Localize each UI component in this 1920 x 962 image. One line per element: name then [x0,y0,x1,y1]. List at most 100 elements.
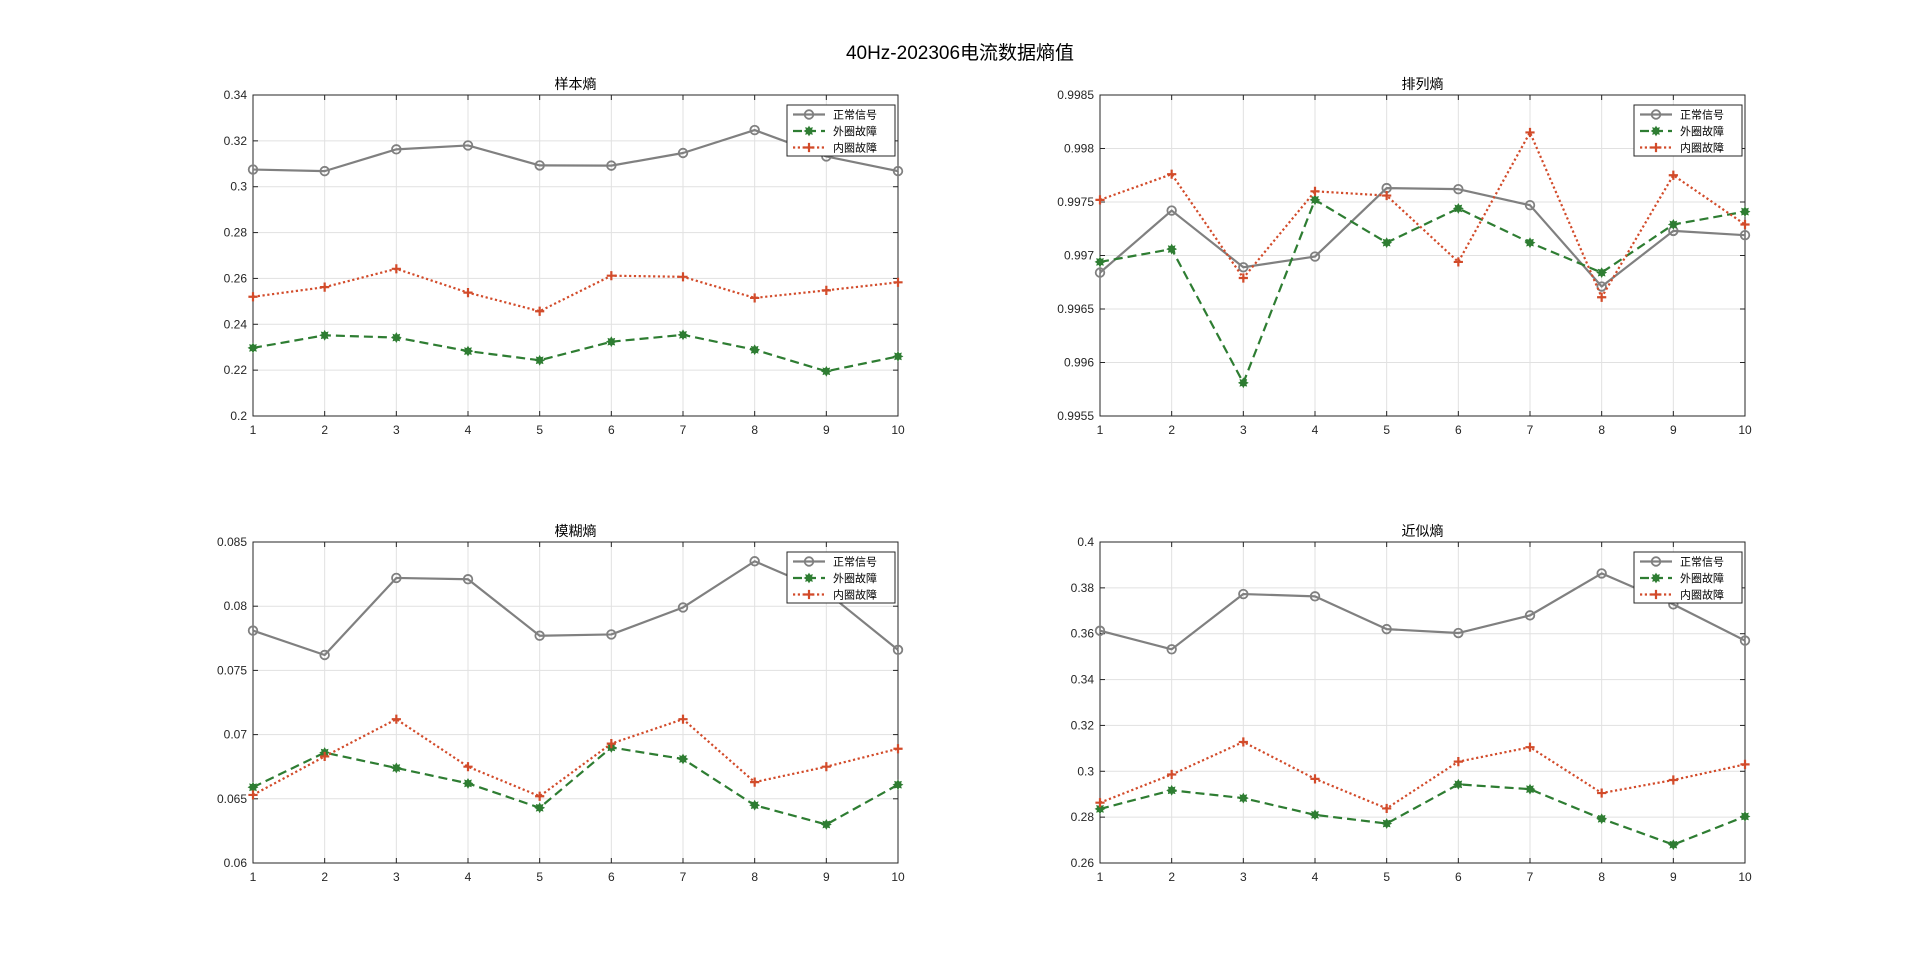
series-1 [1094,182,1751,292]
data-point [821,285,831,295]
x-tick-label: 1 [1097,870,1104,884]
data-point [1740,759,1750,770]
legend-label: 内圈故障 [1680,141,1724,155]
legend-marker [1650,556,1662,567]
x-tick-label: 6 [608,870,615,884]
series-line [252,718,899,798]
x-tick-label: 10 [1738,423,1752,437]
legend-marker [1650,572,1662,584]
chart-title: 近似熵 [1402,523,1444,539]
data-point [390,762,402,774]
data-point [320,282,330,292]
data-point [1382,803,1392,814]
data-point [750,777,760,787]
series-line [1099,783,1746,846]
data-point [462,777,474,789]
data-point [1525,742,1535,752]
data-point [535,306,545,316]
data-point [247,625,259,636]
data-point [1238,262,1249,273]
y-tick-label: 0.06 [224,856,248,870]
data-point [1310,186,1320,196]
data-point [319,165,330,177]
data-point [1524,610,1536,621]
legend-label: 外圈故障 [833,124,877,138]
series-line [252,333,899,373]
y-tick-label: 0.38 [1071,581,1095,595]
x-tick-label: 9 [1670,423,1677,437]
series-3 [1095,737,1750,814]
data-point [1094,625,1106,636]
data-point [677,329,689,341]
data-point [248,292,258,302]
y-tick-label: 0.08 [224,599,248,613]
legend-marker [1650,109,1662,120]
chart-panel-2: 1 2 3 4 5 6 7 8 9 10 0.9955 0.996 0.9965 0.997 0.9975 0… [1057,76,1752,437]
data-point [1667,839,1679,851]
data-point [247,342,259,354]
legend-label: 正常信号 [833,109,877,122]
legend-label: 外圈故障 [1680,124,1724,138]
data-point [534,802,546,814]
data-point [247,164,259,175]
data-point [677,753,689,765]
x-tick-label: 7 [1527,423,1534,437]
legend-marker [803,556,815,567]
x-tick-label: 10 [891,423,905,437]
legend-label: 内圈故障 [833,588,877,602]
series-3 [248,264,903,316]
data-point [1167,769,1177,780]
data-point [1238,273,1248,283]
series-3 [1095,127,1750,302]
data-point [391,264,401,274]
data-point [1166,644,1177,655]
data-point [1309,194,1321,206]
data-point [893,277,903,287]
series-line [1099,198,1746,384]
data-point [606,271,616,281]
data-point [678,272,688,282]
data-point [1094,267,1106,278]
data-point [535,791,545,801]
legend-label: 内圈故障 [833,141,877,155]
data-point [1452,202,1464,214]
legend-marker [804,589,814,600]
series-2 [1094,194,1751,389]
data-point [534,354,546,366]
data-point [1452,778,1464,790]
axes-box [252,94,899,417]
legend-label: 正常信号 [1680,556,1724,569]
data-point [1667,219,1679,230]
x-tick-label: 1 [1097,423,1104,437]
data-point [1596,568,1607,579]
data-point [320,751,330,762]
chart-panel-4: 1 2 3 4 5 6 7 8 9 10 0.26 0.28 0.3 0.32 0.34 0.36 0.38 0.… [1071,523,1752,884]
data-point [1095,195,1105,205]
y-tick-label: 0.9965 [1057,302,1094,316]
legend-marker [803,109,815,120]
x-tick-label: 9 [823,423,830,437]
data-point [1381,818,1393,829]
x-tick-label: 9 [1670,870,1677,884]
legend-marker [1651,589,1661,600]
axes-box [252,541,899,864]
data-point [1453,183,1464,195]
data-point [749,124,760,136]
data-point [1381,623,1392,635]
x-tick-label: 2 [321,423,328,437]
y-tick-label: 0.36 [1071,627,1095,641]
y-tick-label: 0.26 [224,271,248,285]
data-point [1524,200,1536,211]
data-point [1739,206,1751,218]
y-tick-label: 0.065 [217,792,247,806]
x-tick-label: 5 [536,423,543,437]
x-tick-label: 6 [1455,870,1462,884]
legend-marker [803,125,815,137]
data-point [534,160,545,171]
x-tick-label: 5 [1383,423,1390,437]
x-tick-label: 1 [250,870,257,884]
x-tick-label: 5 [536,870,543,884]
y-tick-label: 0.34 [1071,673,1095,687]
